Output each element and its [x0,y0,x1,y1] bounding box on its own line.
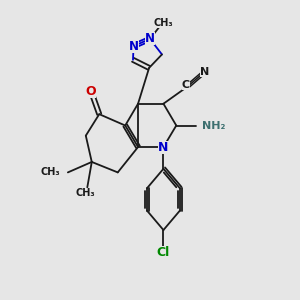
Text: NH₂: NH₂ [202,121,225,130]
Text: N: N [200,68,209,77]
Text: O: O [85,85,96,98]
Text: Cl: Cl [157,246,170,259]
Text: N: N [145,32,155,45]
Text: CH₃: CH₃ [153,18,173,28]
Text: N: N [129,40,139,52]
Text: N: N [158,140,169,154]
Text: C: C [182,80,190,90]
Text: CH₃: CH₃ [41,167,60,177]
Text: CH₃: CH₃ [76,188,96,198]
